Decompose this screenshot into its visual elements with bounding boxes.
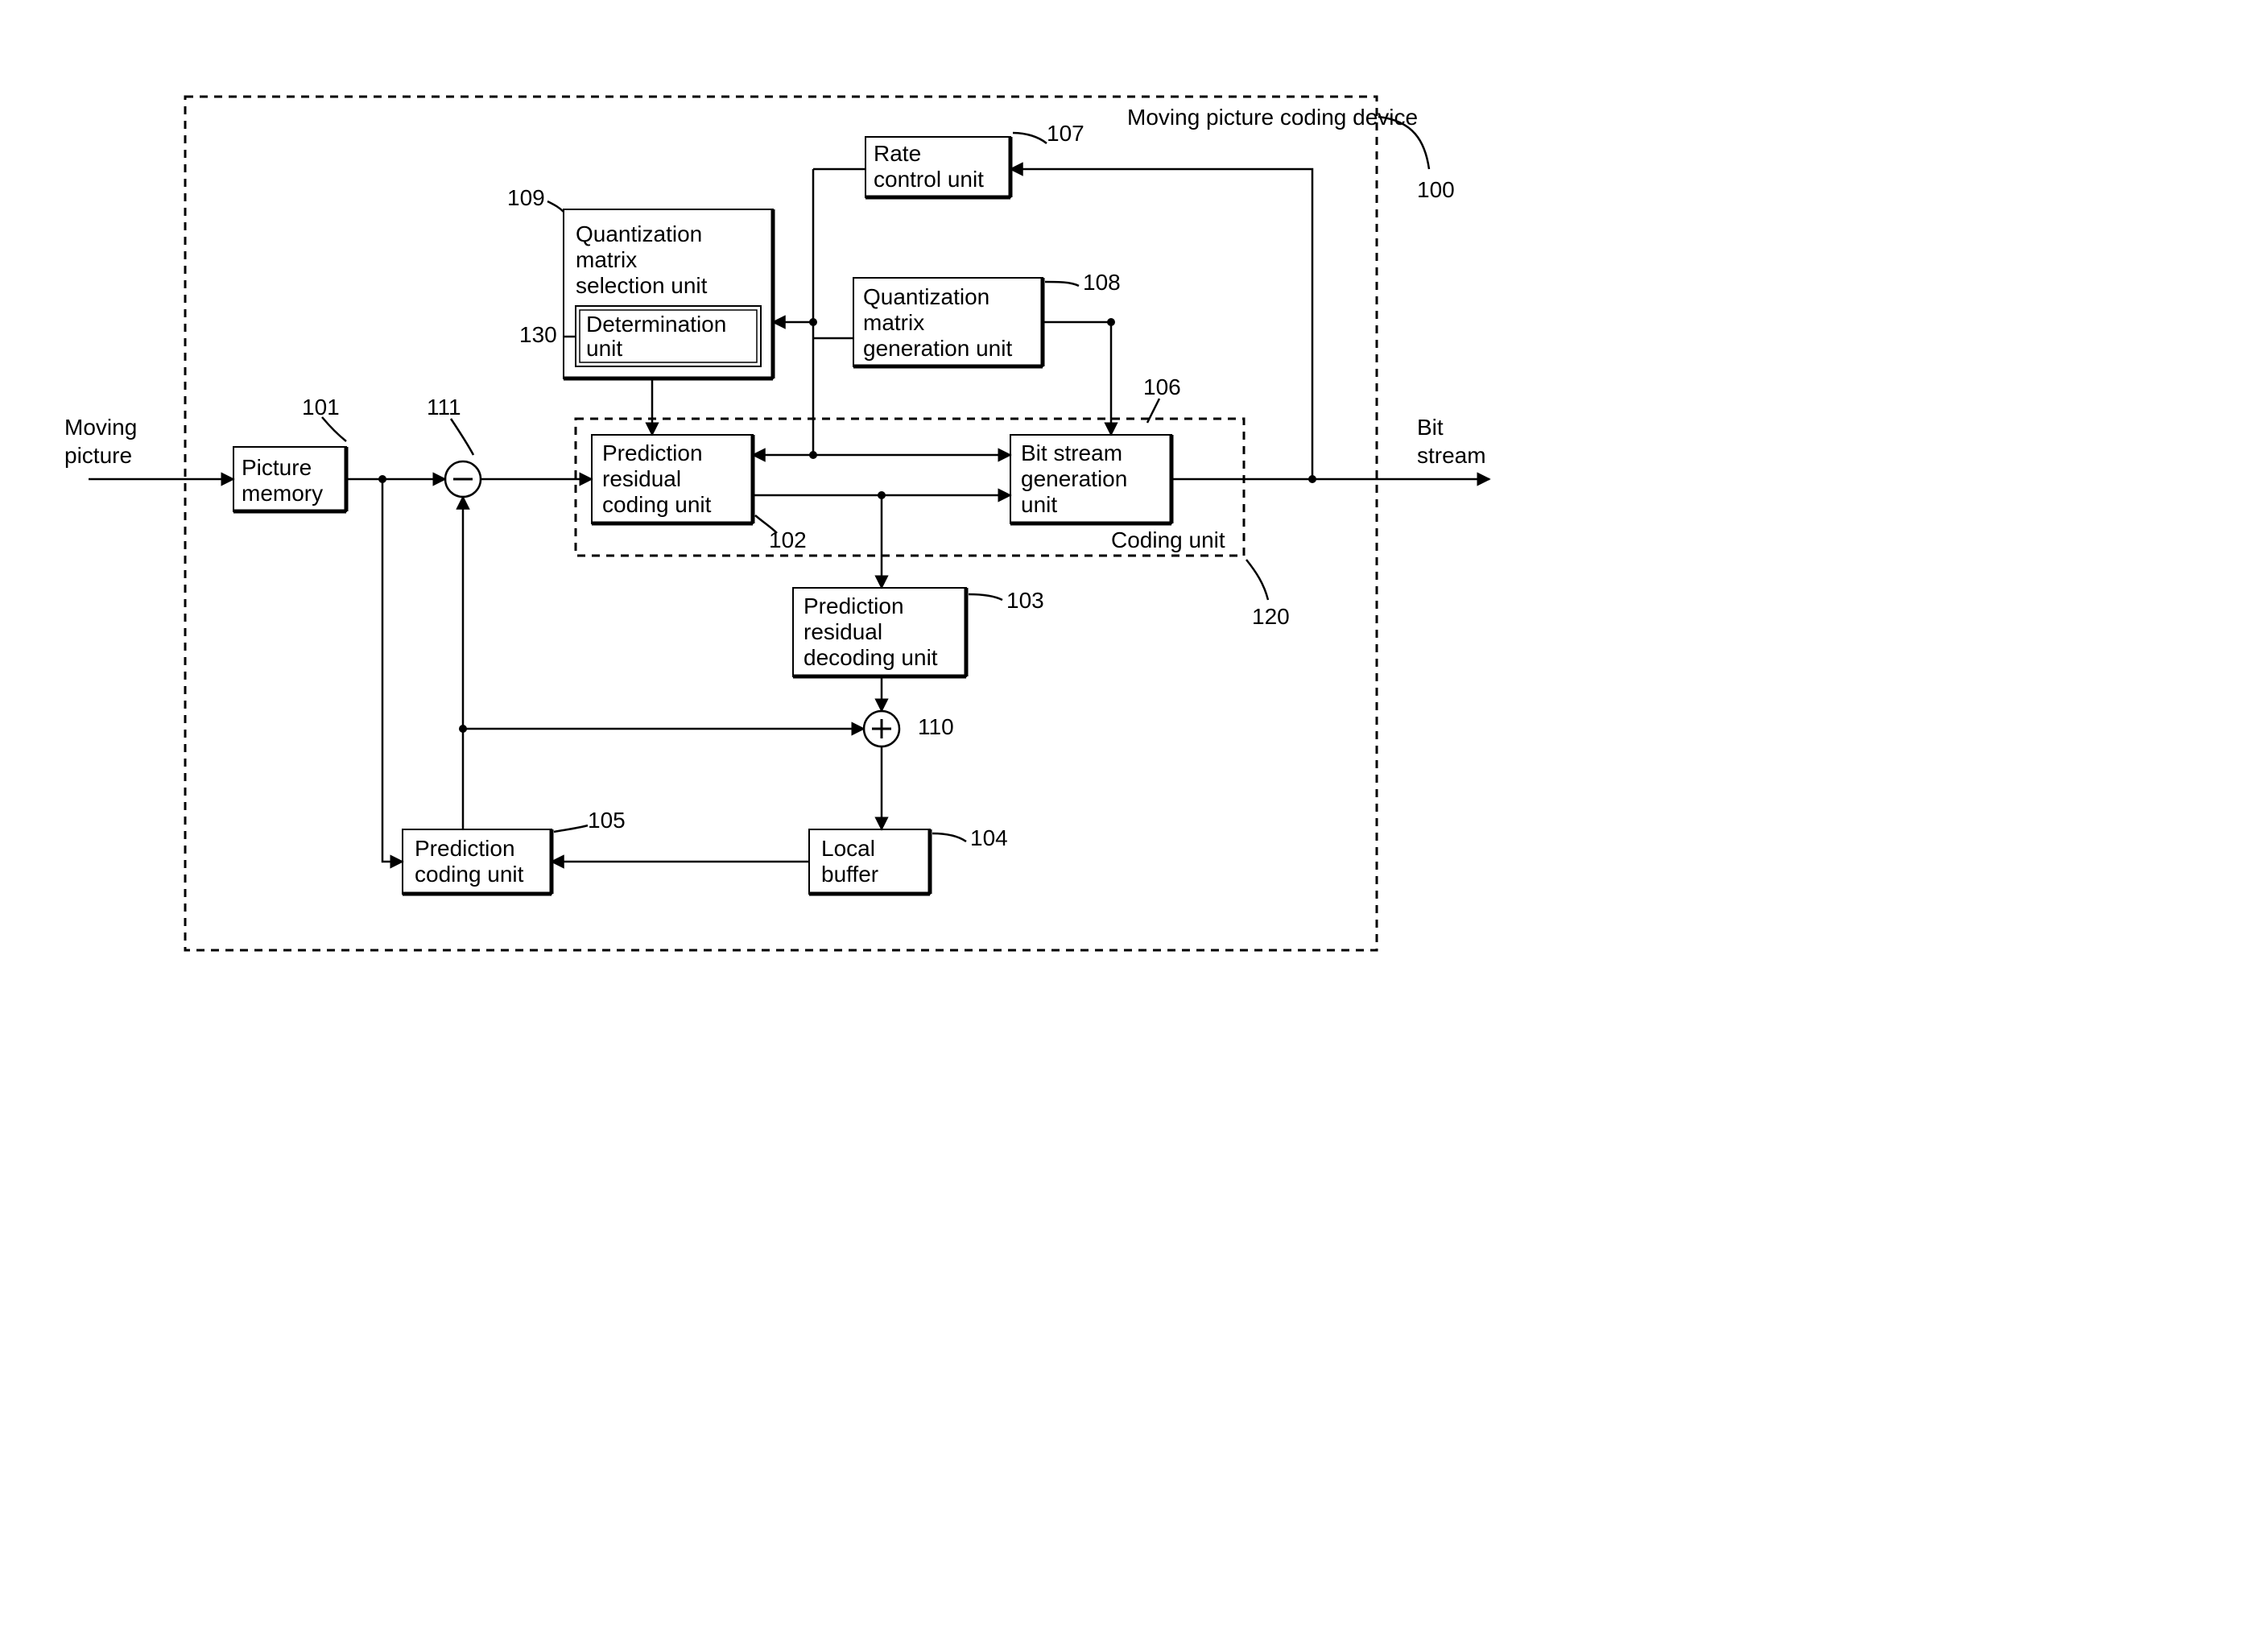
outer-ref: 100 xyxy=(1417,177,1455,202)
block-pred-residual-decoding: Prediction residual decoding unit xyxy=(793,588,966,676)
b130-l2: unit xyxy=(586,336,622,361)
block-prediction-coding: Prediction coding unit xyxy=(403,829,552,894)
adder xyxy=(864,711,899,746)
b102-l3: coding unit xyxy=(602,492,712,517)
b108-ref: 108 xyxy=(1083,270,1121,295)
b108-l2: matrix xyxy=(863,310,924,335)
b110-ref: 110 xyxy=(918,714,954,739)
output-label-1: Bit xyxy=(1417,415,1444,440)
b109-l1: Quantization xyxy=(576,221,702,246)
b104-l2: buffer xyxy=(821,862,878,887)
b105-l2: coding unit xyxy=(415,862,524,887)
block-diagram: Moving picture coding device 100 Moving … xyxy=(0,0,1514,1083)
outer-label-l1: Moving picture coding device xyxy=(1127,105,1418,130)
b101-l1: Picture xyxy=(242,455,312,480)
subtractor xyxy=(445,461,481,497)
block-picture-memory: Picture memory xyxy=(233,447,346,511)
b106-l3: unit xyxy=(1021,492,1057,517)
b107-l1: Rate xyxy=(874,141,921,166)
block-qm-generation: Quantization matrix generation unit xyxy=(853,278,1043,366)
b104-l1: Local xyxy=(821,836,875,861)
input-label-2: picture xyxy=(64,443,132,468)
b103-ref: 103 xyxy=(1006,588,1044,613)
block-qm-selection: Quantization matrix selection unit Deter… xyxy=(564,209,773,378)
coding-unit-ref: 120 xyxy=(1252,604,1290,629)
b109-l3: selection unit xyxy=(576,273,708,298)
b106-l1: Bit stream xyxy=(1021,440,1122,465)
b109-ref: 109 xyxy=(507,185,545,210)
b103-l3: decoding unit xyxy=(804,645,938,670)
b102-l2: residual xyxy=(602,466,681,491)
b130-ref: 130 xyxy=(519,322,557,347)
b102-ref: 102 xyxy=(769,527,807,552)
b101-l2: memory xyxy=(242,481,323,506)
b106-ref: 106 xyxy=(1143,374,1181,399)
b101-ref: 101 xyxy=(302,395,340,420)
b104-ref: 104 xyxy=(970,825,1008,850)
b107-ref: 107 xyxy=(1047,121,1084,146)
input-label-1: Moving xyxy=(64,415,137,440)
b105-ref: 105 xyxy=(588,808,626,833)
b102-l1: Prediction xyxy=(602,440,703,465)
b130-l1: Determination xyxy=(586,312,726,337)
block-local-buffer: Local buffer xyxy=(809,829,930,894)
b103-l2: residual xyxy=(804,619,882,644)
b103-l1: Prediction xyxy=(804,593,904,618)
b106-l2: generation xyxy=(1021,466,1127,491)
output-label-2: stream xyxy=(1417,443,1486,468)
b107-l2: control unit xyxy=(874,167,984,192)
block-rate-control: Rate control unit xyxy=(865,137,1010,197)
b105-l1: Prediction xyxy=(415,836,515,861)
b109-l2: matrix xyxy=(576,247,637,272)
block-pred-residual-coding: Prediction residual coding unit xyxy=(592,435,753,523)
b108-l1: Quantization xyxy=(863,284,989,309)
b111-ref: 111 xyxy=(427,395,461,420)
coding-unit-label: Coding unit xyxy=(1111,527,1225,552)
b108-l3: generation unit xyxy=(863,336,1012,361)
block-bitstream-gen: Bit stream generation unit xyxy=(1010,435,1171,523)
outer-container xyxy=(185,97,1377,950)
